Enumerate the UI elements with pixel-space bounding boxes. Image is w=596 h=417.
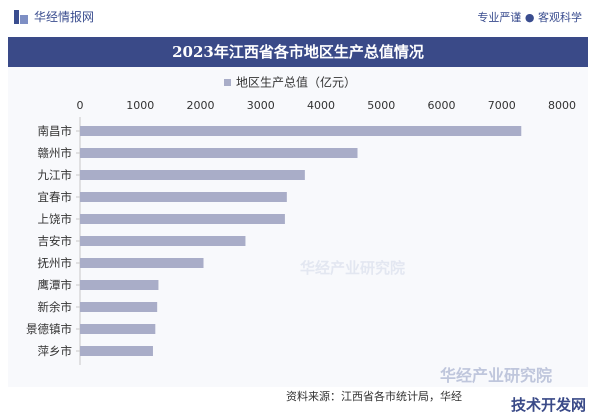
chart-title: 2023年江西省各市地区生产总值情况	[172, 43, 424, 61]
bar	[80, 170, 305, 180]
bar	[80, 258, 204, 268]
legend-label: 地区生产总值（亿元）	[236, 75, 356, 90]
category-label: 宜春市	[38, 190, 73, 204]
category-label: 景德镇市	[26, 322, 72, 336]
category-label: 抚州市	[38, 256, 73, 270]
source-note: 资料来源：江西省各市统计局，华经	[286, 390, 462, 403]
category-label: 鹰潭市	[38, 278, 73, 292]
category-label: 吉安市	[38, 234, 73, 248]
bar	[80, 214, 285, 224]
bar	[80, 324, 156, 334]
category-label: 上饶市	[38, 212, 73, 226]
brand-name: 华经情报网	[34, 10, 95, 24]
bar-chart: 地区生产总值（亿元） 0 1000 2000 3000 4000 5000 6000 7000 8…	[26, 75, 576, 365]
x-tick-label: 3000	[247, 99, 275, 112]
category-label: 九江市	[38, 168, 73, 182]
x-tick-label: 7000	[488, 99, 516, 112]
bar	[80, 126, 522, 136]
legend-swatch	[224, 79, 231, 86]
x-tick-label: 8000	[548, 99, 576, 112]
x-tick-label: 5000	[367, 99, 395, 112]
bar	[80, 236, 246, 246]
corner-watermark: 技术开发网	[510, 396, 586, 414]
plot-area: 华经产业研究院 地区生产总值（亿元） 0 1000 2000 3000 4000 5000 6…	[0, 67, 596, 387]
x-tick-label: 4000	[307, 99, 335, 112]
tagline: 专业严谨 ● 客观科学	[477, 11, 582, 24]
top-bar: 华经情报网 专业严谨 ● 客观科学	[0, 0, 596, 30]
bar	[80, 192, 287, 202]
bar	[80, 148, 358, 158]
category-label: 赣州市	[38, 146, 73, 160]
category-label: 萍乡市	[38, 344, 73, 358]
category-label: 南昌市	[38, 124, 73, 138]
watermark: 华经产业研究院	[440, 366, 553, 385]
bar	[80, 302, 158, 312]
x-tick-label: 2000	[187, 99, 215, 112]
x-tick-label: 6000	[428, 99, 456, 112]
watermark-faded: 华经产业研究院	[300, 259, 406, 277]
x-tick-label: 1000	[126, 99, 154, 112]
brand-logo-icon	[14, 10, 28, 24]
category-label: 新余市	[38, 300, 73, 314]
x-tick-label: 0	[77, 99, 84, 112]
chart-title-bar: 2023年江西省各市地区生产总值情况	[8, 37, 588, 67]
bar	[80, 280, 159, 290]
bar	[80, 346, 153, 356]
